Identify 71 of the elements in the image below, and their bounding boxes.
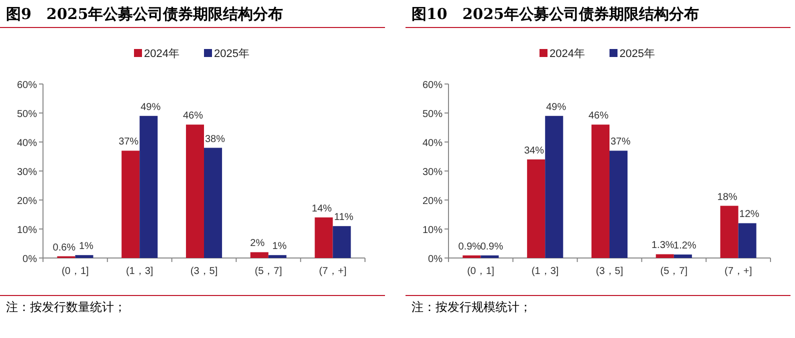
x-tick-label: (0，1] bbox=[467, 266, 495, 277]
data-label: 0.6% bbox=[52, 242, 76, 254]
x-tick-label: (5，7] bbox=[660, 266, 688, 277]
y-tick-label: 50% bbox=[16, 109, 38, 120]
y-tick-label: 10% bbox=[422, 225, 443, 236]
data-label: 0.9% bbox=[480, 241, 504, 252]
x-tick-label: (1，3] bbox=[126, 266, 154, 277]
bar bbox=[480, 255, 499, 258]
x-tick-label: (1，3] bbox=[531, 266, 559, 277]
bar bbox=[332, 226, 351, 258]
data-label: 14% bbox=[312, 203, 332, 214]
data-label: 37% bbox=[610, 136, 631, 148]
bar bbox=[610, 150, 628, 258]
data-label: 2% bbox=[250, 238, 265, 250]
bar bbox=[738, 223, 756, 258]
bar bbox=[674, 254, 692, 258]
bar bbox=[527, 159, 546, 258]
chart-title: 图9 2025年公募公司债券期限结构分布 bbox=[6, 5, 284, 23]
bar bbox=[204, 148, 222, 258]
legend-label: 2024年 bbox=[144, 48, 180, 60]
text: 注：按发行规模统计； bbox=[412, 300, 532, 314]
legend-label: 2024年 bbox=[550, 48, 585, 60]
data-label: 37% bbox=[118, 136, 139, 148]
data-label: 11% bbox=[334, 212, 354, 224]
data-label: 12% bbox=[739, 209, 760, 220]
data-label: 1% bbox=[272, 241, 287, 252]
data-label: 49% bbox=[546, 102, 566, 113]
bar bbox=[140, 116, 158, 258]
x-tick-label: (7，+] bbox=[319, 266, 347, 277]
data-label: 38% bbox=[205, 134, 226, 145]
y-tick-label: 60% bbox=[422, 80, 443, 91]
bar bbox=[268, 255, 286, 258]
bar bbox=[462, 255, 481, 258]
bar bbox=[591, 124, 610, 258]
legend-label: 2025年 bbox=[620, 48, 655, 60]
x-tick-label: (0，1] bbox=[62, 266, 90, 277]
x-tick-label: (5，7] bbox=[254, 266, 282, 277]
data-label: 49% bbox=[140, 102, 161, 113]
bar bbox=[545, 116, 564, 258]
data-label: 1% bbox=[78, 241, 94, 252]
bar bbox=[75, 255, 94, 258]
x-tick-label: (3，5] bbox=[596, 266, 624, 277]
legend-label: 2025年 bbox=[214, 48, 250, 60]
data-label: 18% bbox=[717, 192, 738, 203]
y-tick-label: 10% bbox=[16, 225, 38, 236]
data-label: 1.3% bbox=[651, 240, 674, 252]
text: 注：按发行数量统计； bbox=[6, 300, 126, 314]
y-tick-label: 20% bbox=[16, 196, 38, 207]
bar bbox=[122, 150, 140, 258]
y-tick-label: 30% bbox=[422, 167, 443, 178]
y-tick-label: 0% bbox=[22, 254, 38, 265]
bar bbox=[656, 254, 674, 258]
y-tick-label: 40% bbox=[422, 138, 443, 149]
bar bbox=[250, 252, 268, 258]
data-label: 1.2% bbox=[674, 240, 696, 252]
y-tick-label: 50% bbox=[422, 109, 443, 120]
data-label: 0.9% bbox=[458, 241, 482, 252]
y-tick-label: 20% bbox=[422, 196, 443, 207]
y-tick-label: 30% bbox=[16, 167, 38, 178]
data-label: 34% bbox=[524, 145, 544, 156]
x-tick-label: (3，5] bbox=[190, 266, 218, 277]
chart-title: 图10 2025年公募公司债券期限结构分布 bbox=[412, 5, 700, 23]
bar bbox=[186, 124, 204, 258]
x-tick-label: (7，+] bbox=[724, 266, 752, 277]
y-tick-label: 60% bbox=[16, 80, 38, 91]
y-tick-label: 40% bbox=[16, 138, 38, 149]
bar bbox=[720, 206, 738, 258]
y-tick-label: 0% bbox=[428, 254, 443, 265]
bar bbox=[314, 217, 333, 258]
data-label: 46% bbox=[182, 110, 204, 122]
data-label: 46% bbox=[588, 110, 609, 122]
